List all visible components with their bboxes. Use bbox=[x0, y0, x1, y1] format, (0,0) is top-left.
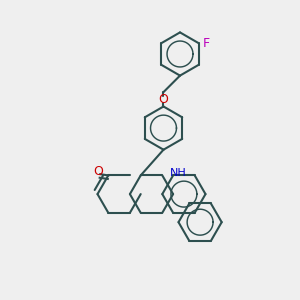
Text: O: O bbox=[159, 93, 168, 106]
Text: F: F bbox=[202, 37, 209, 50]
Text: O: O bbox=[93, 165, 103, 178]
Text: NH: NH bbox=[170, 168, 187, 178]
